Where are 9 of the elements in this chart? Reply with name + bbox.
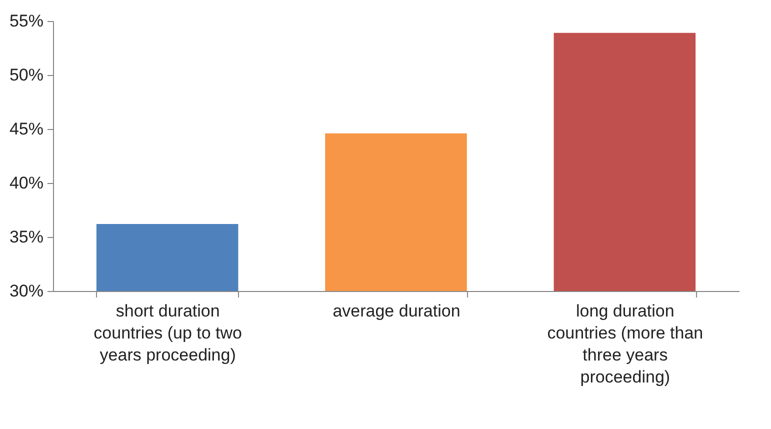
x-tick-label: short duration countries (up to two years proceeding) bbox=[94, 302, 242, 364]
y-tick-label: 30% bbox=[9, 282, 44, 300]
x-tick-label: long duration countries (more than three years proceeding) bbox=[547, 302, 704, 386]
y-tick-label: 35% bbox=[9, 228, 44, 246]
y-tick-label: 55% bbox=[9, 12, 44, 30]
y-tick-label: 45% bbox=[9, 120, 44, 138]
y-tick-label: 40% bbox=[9, 174, 44, 192]
y-tick-label: 50% bbox=[9, 66, 44, 84]
x-tick-label: average duration bbox=[332, 302, 460, 320]
